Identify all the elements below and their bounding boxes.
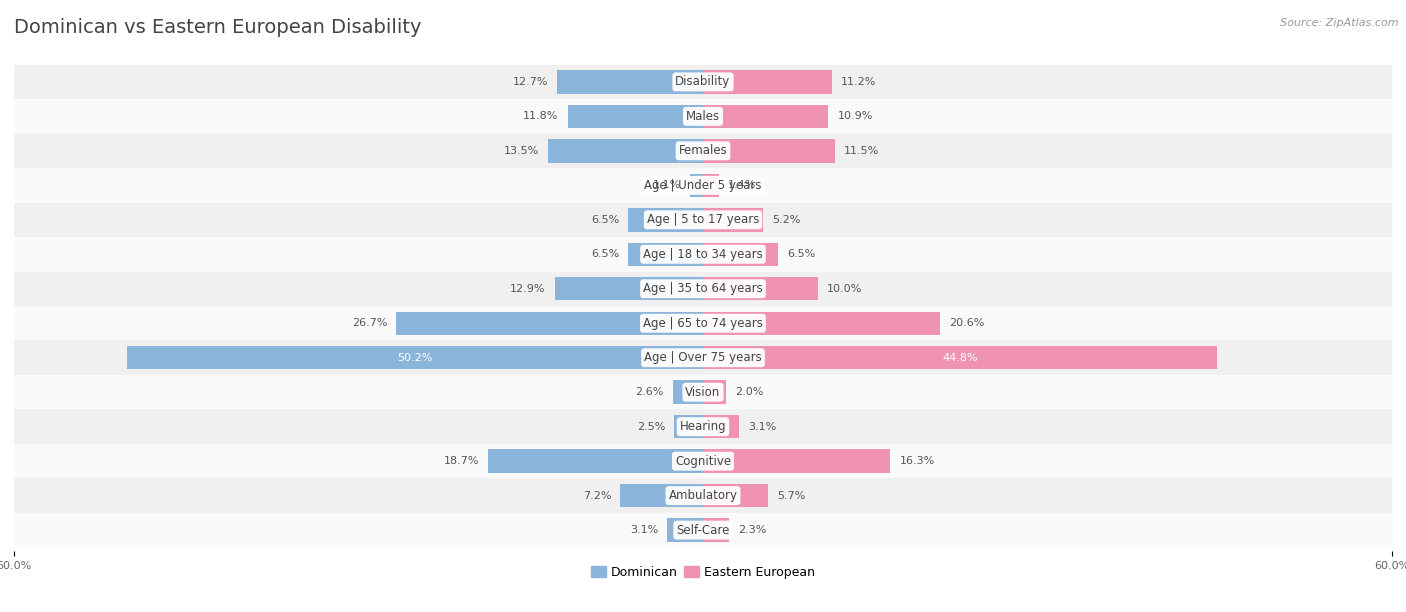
Text: Age | 65 to 74 years: Age | 65 to 74 years (643, 317, 763, 330)
Text: 1.4%: 1.4% (728, 181, 756, 190)
Bar (488, 449, 703, 473)
Bar (14, 99, 1392, 133)
Bar (14, 409, 1392, 444)
Text: 2.0%: 2.0% (735, 387, 763, 397)
Text: 11.5%: 11.5% (844, 146, 880, 156)
Text: Age | 35 to 64 years: Age | 35 to 64 years (643, 282, 763, 295)
Bar (703, 242, 778, 266)
Text: Age | Over 75 years: Age | Over 75 years (644, 351, 762, 364)
Text: 50.2%: 50.2% (396, 353, 433, 363)
Text: Self-Care: Self-Care (676, 524, 730, 537)
Text: Disability: Disability (675, 75, 731, 88)
Text: 1.1%: 1.1% (652, 181, 681, 190)
Bar (668, 518, 703, 542)
Text: 11.8%: 11.8% (523, 111, 558, 121)
Bar (14, 340, 1392, 375)
Text: 5.2%: 5.2% (772, 215, 800, 225)
Text: Males: Males (686, 110, 720, 123)
Bar (628, 208, 703, 231)
Bar (703, 312, 939, 335)
Bar (396, 312, 703, 335)
Bar (14, 203, 1392, 237)
Bar (703, 346, 1218, 370)
Bar (703, 105, 828, 128)
Text: 10.9%: 10.9% (838, 111, 873, 121)
Bar (675, 415, 703, 438)
Text: Age | 5 to 17 years: Age | 5 to 17 years (647, 214, 759, 226)
Bar (548, 139, 703, 163)
Text: Age | 18 to 34 years: Age | 18 to 34 years (643, 248, 763, 261)
Bar (703, 449, 890, 473)
Text: 12.9%: 12.9% (510, 284, 546, 294)
Text: Females: Females (679, 144, 727, 157)
Bar (14, 133, 1392, 168)
Bar (14, 306, 1392, 340)
Text: 11.2%: 11.2% (841, 77, 876, 87)
Bar (127, 346, 703, 370)
Text: 6.5%: 6.5% (591, 249, 619, 259)
Text: Cognitive: Cognitive (675, 455, 731, 468)
Bar (14, 444, 1392, 479)
Text: 12.7%: 12.7% (513, 77, 548, 87)
Text: 5.7%: 5.7% (778, 491, 806, 501)
Bar (628, 242, 703, 266)
Bar (703, 70, 831, 94)
Text: 6.5%: 6.5% (591, 215, 619, 225)
Bar (14, 479, 1392, 513)
Bar (703, 139, 835, 163)
Bar (703, 277, 818, 300)
Text: 10.0%: 10.0% (827, 284, 862, 294)
Text: Age | Under 5 years: Age | Under 5 years (644, 179, 762, 192)
Bar (568, 105, 703, 128)
Text: Ambulatory: Ambulatory (668, 489, 738, 502)
Text: 2.5%: 2.5% (637, 422, 665, 431)
Text: Vision: Vision (685, 386, 721, 398)
Bar (14, 168, 1392, 203)
Bar (14, 65, 1392, 99)
Text: 2.3%: 2.3% (738, 525, 766, 535)
Text: 16.3%: 16.3% (900, 456, 935, 466)
Bar (14, 272, 1392, 306)
Bar (14, 375, 1392, 409)
Text: 20.6%: 20.6% (949, 318, 984, 328)
Bar (690, 174, 703, 197)
Bar (703, 174, 718, 197)
Legend: Dominican, Eastern European: Dominican, Eastern European (586, 561, 820, 584)
Text: 6.5%: 6.5% (787, 249, 815, 259)
Bar (14, 513, 1392, 547)
Text: 3.1%: 3.1% (748, 422, 776, 431)
Bar (703, 484, 769, 507)
Bar (703, 518, 730, 542)
Bar (703, 208, 762, 231)
Text: 26.7%: 26.7% (352, 318, 387, 328)
Text: 7.2%: 7.2% (582, 491, 612, 501)
Text: 13.5%: 13.5% (503, 146, 538, 156)
Bar (703, 381, 725, 404)
Text: Hearing: Hearing (679, 420, 727, 433)
Bar (555, 277, 703, 300)
Text: 44.8%: 44.8% (942, 353, 979, 363)
Bar (557, 70, 703, 94)
Bar (703, 415, 738, 438)
Bar (14, 237, 1392, 272)
Bar (620, 484, 703, 507)
Text: 18.7%: 18.7% (444, 456, 479, 466)
Text: 3.1%: 3.1% (630, 525, 658, 535)
Bar (673, 381, 703, 404)
Text: Source: ZipAtlas.com: Source: ZipAtlas.com (1281, 18, 1399, 28)
Text: 2.6%: 2.6% (636, 387, 664, 397)
Text: Dominican vs Eastern European Disability: Dominican vs Eastern European Disability (14, 18, 422, 37)
